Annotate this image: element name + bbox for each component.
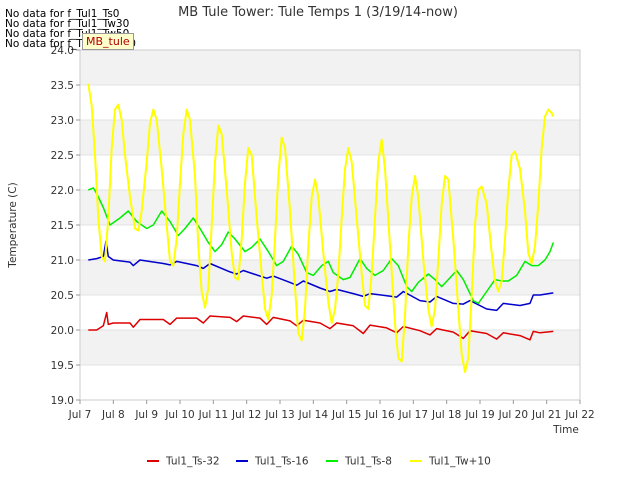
- x-axis-label: Time: [552, 424, 579, 436]
- legend-label: Tul1_Ts-8: [344, 456, 392, 468]
- x-tick-label: Jul 16: [364, 409, 395, 421]
- plot-band: [80, 120, 580, 155]
- no-data-message: No data for f_Tul1_Ts0: [5, 8, 120, 20]
- y-tick-label: 21.0: [51, 255, 74, 267]
- plot-band: [80, 330, 580, 365]
- plot-band: [80, 190, 580, 225]
- y-tick-label: 20.5: [51, 290, 74, 302]
- plot-band: [80, 50, 580, 85]
- y-tick-label: 19.5: [51, 360, 74, 372]
- x-tick-label: Jul 12: [231, 409, 261, 421]
- legend-label: Tul1_Ts-32: [165, 456, 220, 468]
- legend-label: Tul1_Ts-16: [254, 456, 309, 468]
- y-tick-label: 22.5: [51, 150, 74, 162]
- series-line-tul1-tw-10: [87, 83, 555, 373]
- x-tick-label: Jul 9: [134, 409, 158, 421]
- x-tick-label: Jul 10: [164, 409, 194, 421]
- x-tick-label: Jul 11: [198, 409, 228, 421]
- no-data-message: No data for f_Tul1_Tw50: [5, 28, 130, 40]
- y-tick-label: 22.0: [51, 185, 74, 197]
- y-tick-label: 19.0: [51, 395, 74, 407]
- x-tick-label: Jul 22: [564, 409, 594, 421]
- x-tick-label: Jul 13: [264, 409, 294, 421]
- y-tick-label: 23.0: [51, 115, 74, 127]
- legend-label: Tul1_Tw+10: [428, 456, 491, 468]
- x-tick-label: Jul 14: [298, 409, 329, 421]
- x-tick-label: Jul 8: [101, 409, 125, 421]
- x-tick-label: Jul 21: [531, 409, 561, 421]
- no-data-message: No data for f_Tul1_Tw100: [5, 38, 136, 50]
- no-data-message: No data for f_Tul1_Tw30: [5, 18, 130, 30]
- y-tick-label: 24.0: [51, 45, 74, 57]
- series-lines: [87, 83, 555, 373]
- x-tick-label: Jul 18: [431, 409, 461, 421]
- y-axis-label: Temperature (C): [7, 182, 19, 268]
- x-tick-label: Jul 15: [331, 409, 361, 421]
- x-tick-label: Jul 19: [464, 409, 494, 421]
- site-tag: MB_tule: [82, 33, 134, 50]
- y-tick-label: 21.5: [51, 220, 74, 232]
- chart-title: MB Tule Tower: Tule Temps 1 (3/19/14-now…: [178, 5, 458, 20]
- y-axis-ticks: 19.0 19.5 20.0 20.5 21.0 21.5 22.0 22.5 23.0 23.5…: [51, 45, 80, 407]
- x-tick-label: Jul 20: [498, 409, 528, 421]
- x-axis-ticks: Jul 7 Jul 8 Jul 9 Jul 10 Jul 11 Jul 12 Jul 13 J…: [68, 400, 595, 421]
- y-tick-label: 20.0: [51, 325, 74, 337]
- y-tick-label: 23.5: [51, 80, 74, 92]
- x-tick-label: Jul 7: [68, 409, 92, 421]
- series-line-tul1-ts-16: [88, 240, 554, 312]
- x-tick-label: Jul 17: [398, 409, 428, 421]
- legend: Tul1_Ts-32 Tul1_Ts-16 Tul1_Ts-8 Tul1_Tw+10: [147, 456, 491, 468]
